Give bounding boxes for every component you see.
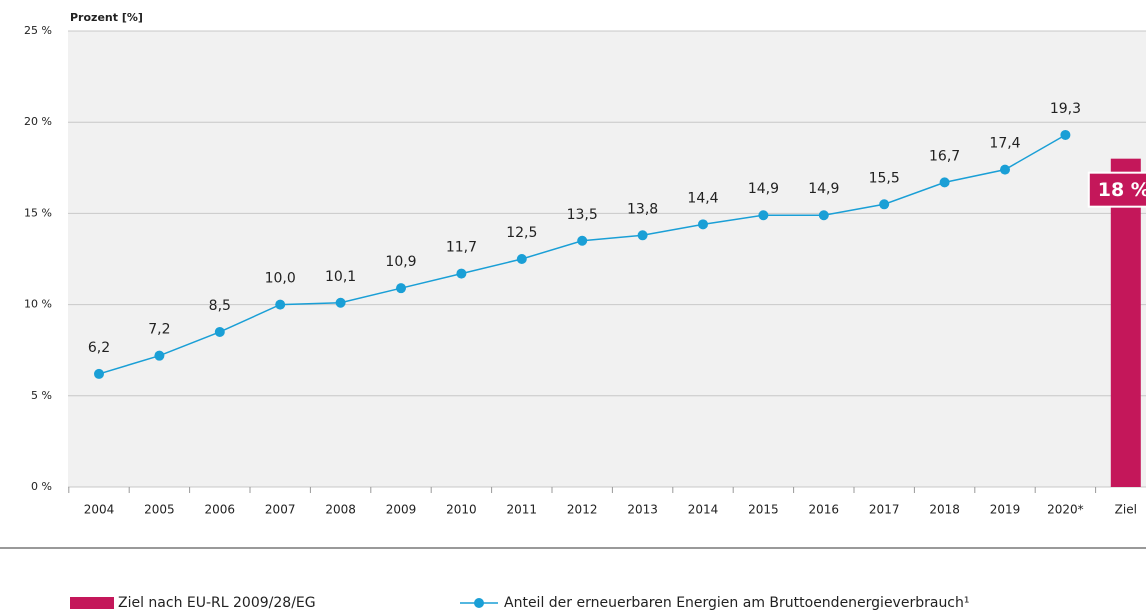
x-tick-label: 2010 (446, 503, 477, 517)
value-label: 15,5 (869, 170, 900, 186)
x-tick-label: 2007 (265, 503, 296, 517)
point (214, 326, 225, 337)
point (516, 254, 527, 264)
legend-label: Ziel nach EU-RL 2009/28/EG (118, 595, 316, 611)
legend-label: Anteil der erneuerbaren Energien am Brut… (504, 595, 970, 611)
x-tick-label: 2020* (1047, 503, 1084, 517)
point (275, 299, 286, 310)
value-label: 17,4 (989, 136, 1020, 152)
x-tick-label: 2013 (627, 503, 658, 517)
x-tick-label: 2008 (325, 503, 356, 517)
value-label: 14,9 (808, 181, 839, 197)
point (1000, 164, 1010, 175)
y-tick-label: 0 % (31, 480, 52, 493)
x-tick-label: 2009 (386, 503, 417, 517)
y-tick-label: 10 % (24, 298, 52, 311)
point (456, 268, 467, 279)
x-tick-label: 2006 (205, 503, 236, 517)
value-label: 6,2 (88, 340, 110, 356)
bar (1110, 158, 1141, 487)
point (698, 219, 708, 230)
x-tick-label: 2015 (748, 503, 779, 517)
y-tick-label: 15 % (24, 206, 52, 219)
value-label: 13,8 (627, 201, 658, 217)
plot-background (68, 31, 1146, 487)
y-tick-label: 25 % (24, 24, 52, 37)
value-label: 10,0 (265, 271, 296, 287)
y-tick-label: 5 % (31, 389, 52, 402)
point (154, 350, 165, 361)
value-label: 14,4 (687, 190, 718, 206)
x-tick-label: 2018 (929, 503, 960, 517)
point (335, 297, 346, 308)
x-tick-label: 2019 (990, 503, 1021, 517)
x-tick-label: 2012 (567, 503, 598, 517)
point (1060, 129, 1071, 140)
value-label: 14,9 (748, 181, 779, 197)
y-axis-label: Prozent [%] (70, 11, 143, 24)
x-tick-label: 2004 (84, 503, 115, 517)
point (879, 199, 890, 210)
point (577, 235, 588, 246)
legend-swatch (70, 597, 114, 609)
value-label: 18 % (1098, 179, 1146, 201)
value-label: 10,9 (385, 254, 416, 270)
point (758, 210, 769, 221)
value-label: 7,2 (148, 322, 170, 338)
value-label: 10,1 (325, 269, 356, 285)
value-label: 16,7 (929, 148, 960, 164)
x-tick-label: 2014 (688, 503, 719, 517)
value-label: 11,7 (446, 240, 477, 256)
y-tick-label: 20 % (24, 115, 52, 128)
x-tick-label: 2005 (144, 503, 175, 517)
value-label: 19,3 (1050, 101, 1081, 117)
point (94, 368, 104, 379)
point (939, 177, 950, 188)
point (637, 230, 648, 241)
value-label: 12,5 (506, 225, 537, 241)
point (396, 283, 406, 294)
x-tick-label: 2016 (809, 503, 840, 517)
legend-swatch (474, 598, 484, 608)
value-label-box (1087, 171, 1146, 208)
x-tick-label: 2011 (507, 503, 538, 517)
value-label: 13,5 (567, 207, 598, 223)
value-label: 8,5 (209, 298, 231, 314)
x-tick-label: 2017 (869, 503, 900, 517)
point (818, 210, 829, 221)
x-tick-label: Ziel (1115, 503, 1137, 517)
